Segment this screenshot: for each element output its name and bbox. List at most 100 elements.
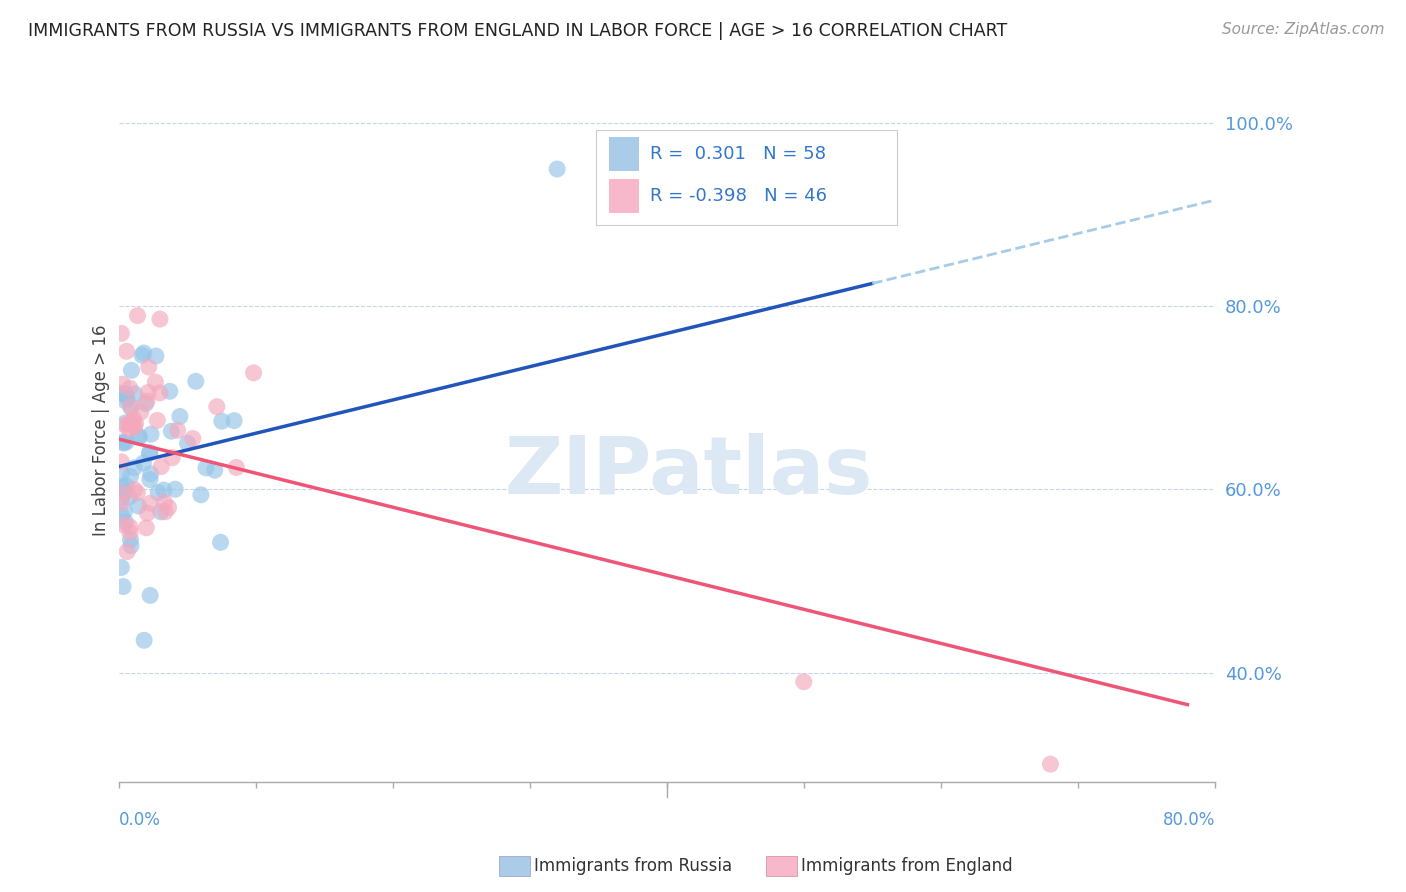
Point: [149, 385, 172, 400]
Point: [127, 309, 149, 323]
Point: [160, 424, 183, 438]
Text: IMMIGRANTS FROM RUSSIA VS IMMIGRANTS FROM ENGLAND IN LABOR FORCE | AGE > 16 CORR: IMMIGRANTS FROM RUSSIA VS IMMIGRANTS FRO…: [28, 22, 1007, 40]
Point: [1039, 757, 1062, 772]
Point: [124, 483, 146, 497]
Point: [131, 348, 153, 362]
Point: [166, 423, 188, 437]
Point: [195, 461, 218, 475]
Point: [124, 460, 146, 475]
Point: [150, 459, 173, 474]
Point: [115, 479, 138, 493]
Point: [124, 420, 146, 434]
Point: [139, 473, 162, 487]
Point: [112, 517, 135, 532]
Point: [114, 418, 136, 433]
Point: [135, 521, 157, 535]
Point: [110, 467, 132, 481]
Point: [114, 484, 136, 499]
Point: [546, 161, 568, 176]
Text: Immigrants from Russia: Immigrants from Russia: [534, 857, 733, 875]
Point: [120, 539, 142, 553]
Point: [120, 399, 142, 413]
Point: [122, 412, 145, 426]
Point: [139, 467, 162, 481]
Text: R =  0.301   N = 58: R = 0.301 N = 58: [651, 145, 827, 162]
Point: [128, 499, 150, 513]
Point: [111, 386, 134, 401]
Point: [110, 560, 132, 574]
Point: [111, 435, 134, 450]
Text: Source: ZipAtlas.com: Source: ZipAtlas.com: [1222, 22, 1385, 37]
Point: [118, 490, 141, 504]
Point: [110, 455, 132, 469]
Point: [225, 460, 247, 475]
Text: Immigrants from England: Immigrants from England: [801, 857, 1014, 875]
Point: [120, 525, 142, 540]
Point: [209, 535, 232, 549]
Text: 80.0%: 80.0%: [1163, 811, 1215, 829]
Point: [110, 496, 132, 510]
Point: [149, 312, 172, 326]
Point: [114, 505, 136, 519]
Point: [120, 533, 142, 547]
Point: [120, 469, 142, 483]
Point: [136, 506, 159, 520]
Point: [114, 416, 136, 430]
Point: [118, 422, 141, 436]
Point: [132, 456, 155, 470]
Point: [114, 393, 136, 408]
Point: [793, 674, 815, 689]
Point: [136, 385, 159, 400]
Point: [118, 520, 141, 534]
Point: [181, 432, 204, 446]
Point: [110, 486, 132, 500]
Text: ZIPatlas: ZIPatlas: [505, 434, 873, 511]
Point: [159, 384, 181, 399]
Text: 0.0%: 0.0%: [118, 811, 160, 829]
Point: [153, 505, 176, 519]
Point: [157, 500, 180, 515]
Point: [127, 430, 149, 444]
Point: [110, 508, 132, 523]
Point: [129, 405, 152, 419]
Point: [205, 400, 228, 414]
Point: [138, 359, 160, 374]
Point: [128, 430, 150, 444]
Point: [149, 505, 172, 519]
FancyBboxPatch shape: [596, 130, 897, 226]
Point: [121, 415, 143, 429]
Point: [204, 463, 226, 477]
Point: [110, 480, 132, 494]
Point: [134, 633, 156, 648]
Point: [169, 409, 191, 424]
Point: [145, 349, 167, 363]
Point: [115, 434, 138, 449]
Point: [132, 346, 155, 360]
Point: [112, 580, 135, 594]
Point: [165, 482, 187, 496]
Point: [118, 417, 141, 431]
Point: [114, 387, 136, 401]
Point: [115, 344, 138, 359]
Point: [111, 377, 134, 392]
Point: [211, 414, 233, 428]
Point: [114, 516, 136, 530]
Point: [146, 413, 169, 427]
Point: [184, 374, 207, 388]
Point: [153, 495, 176, 509]
Point: [110, 326, 132, 341]
Point: [190, 488, 212, 502]
Point: [120, 401, 142, 415]
Point: [120, 363, 142, 377]
Point: [139, 496, 162, 510]
Point: [160, 450, 183, 465]
Point: [139, 589, 162, 603]
Point: [242, 366, 264, 380]
Point: [136, 394, 159, 409]
Point: [152, 483, 174, 497]
Text: R = -0.398   N = 46: R = -0.398 N = 46: [651, 187, 827, 205]
Point: [115, 544, 138, 558]
Point: [112, 436, 135, 450]
Point: [124, 386, 146, 401]
Point: [224, 414, 246, 428]
